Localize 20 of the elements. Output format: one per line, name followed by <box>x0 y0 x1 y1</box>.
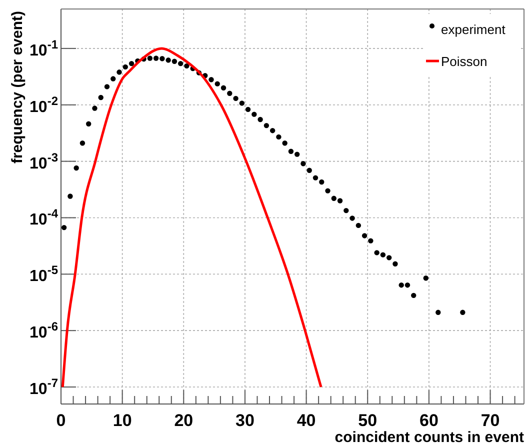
y-tick-label: 10$^{-1}$ <box>30 37 58 60</box>
y-tick-label: 10$^{-7}$ <box>30 376 58 398</box>
x-tick-label: 20 <box>174 411 194 430</box>
legend-label: Poisson <box>441 54 488 69</box>
line-series <box>61 47 322 388</box>
x-tick-label: 10 <box>112 411 132 430</box>
y-tick-label: 10$^{-3}$ <box>30 150 58 172</box>
y-tick-label: 10$^{-6}$ <box>30 320 58 342</box>
y-axis-title: frequency (per event) <box>9 11 26 164</box>
y-tick-label: 10$^{-5}$ <box>30 263 58 286</box>
y-tick-label: 10$^{-2}$ <box>30 94 58 116</box>
x-tick-label: 70 <box>480 411 500 430</box>
x-tick-label: 50 <box>358 411 378 430</box>
x-tick-label: 60 <box>419 411 438 430</box>
x-tick-label: 0 <box>56 411 66 430</box>
x-tick-label: 40 <box>296 411 316 430</box>
legend-label: experiment <box>441 22 506 37</box>
x-axis-title: coincident counts in event <box>334 429 524 446</box>
x-tick-label: 30 <box>236 411 254 430</box>
y-tick-label: 10$^{-4}$ <box>30 206 58 229</box>
